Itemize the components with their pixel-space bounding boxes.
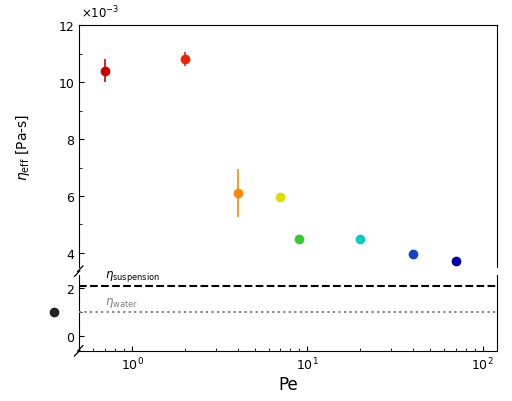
Text: $\eta_{\rm suspension}$: $\eta_{\rm suspension}$	[105, 268, 160, 283]
Text: $\eta_{\rm eff}$ [Pa-s]: $\eta_{\rm eff}$ [Pa-s]	[14, 113, 32, 180]
Text: $\times 10^{-3}$: $\times 10^{-3}$	[81, 5, 120, 21]
X-axis label: Pe: Pe	[278, 375, 298, 393]
Text: $\eta_{\rm water}$: $\eta_{\rm water}$	[105, 296, 138, 310]
